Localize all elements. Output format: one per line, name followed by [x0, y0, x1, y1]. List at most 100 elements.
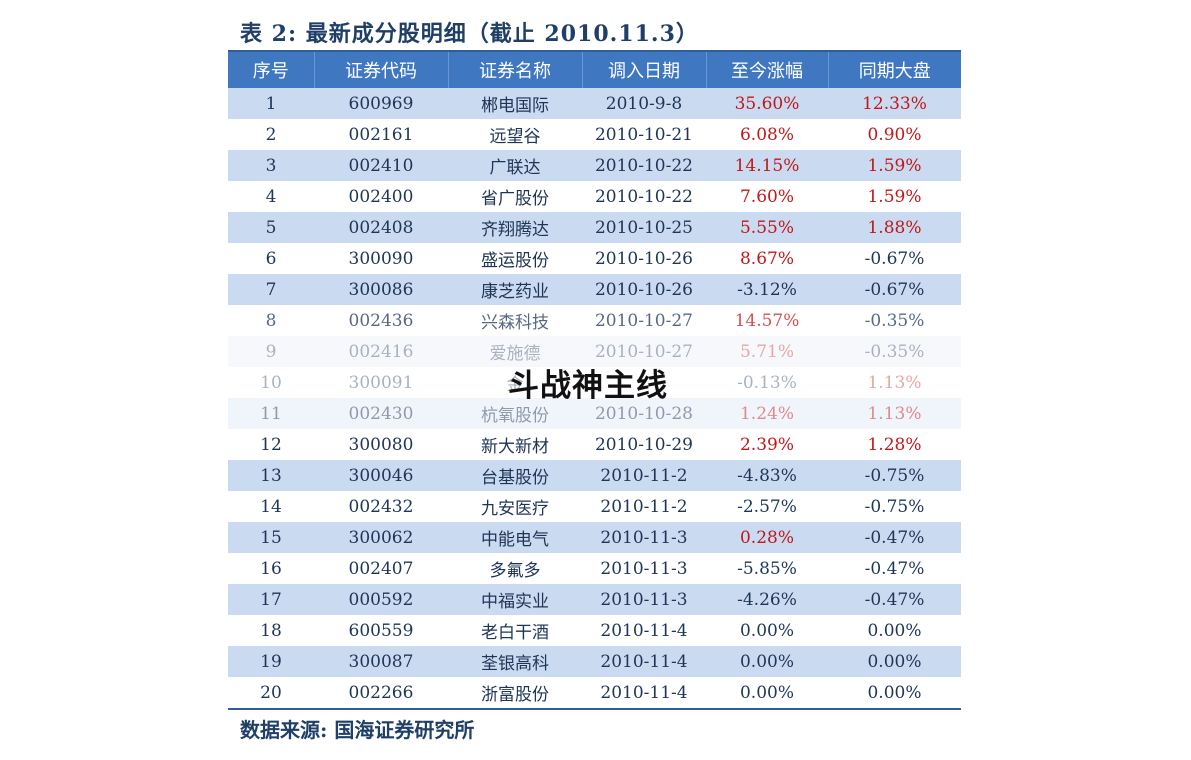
stock-name: 郴电国际	[448, 88, 582, 119]
data-source-note: 数据来源: 国海证券研究所	[240, 718, 475, 742]
stock-name: 远望谷	[489, 127, 541, 147]
market-change: 0.90%	[867, 124, 922, 145]
table-row: 9 002416 爱施德 2010-10-27 5.71% -0.35%	[228, 336, 961, 367]
market-change: 1.13%	[828, 398, 961, 429]
stock-name: 老白干酒	[481, 623, 549, 643]
table-row: 3 002410 广联达 2010-10-22 14.15% 1.59%	[228, 150, 961, 181]
table-row: 11 002430 杭氧股份 2010-10-28 1.24% 1.13%	[228, 398, 961, 429]
market-change: 12.33%	[828, 88, 961, 119]
stock-code: 002410	[314, 150, 448, 181]
gain-since-entry: 35.60%	[706, 88, 828, 119]
row-number: 18	[260, 620, 282, 641]
stock-code: 002400	[348, 186, 414, 207]
market-change: -0.67%	[864, 248, 925, 269]
row-number: 17	[228, 584, 314, 615]
stock-code: 300062	[314, 522, 448, 553]
market-change: -0.47%	[828, 584, 961, 615]
stock-code: 600969	[314, 88, 448, 119]
entry-date: 2010-11-3	[582, 522, 706, 553]
table-body: 1 600969 郴电国际 2010-9-8 35.60% 12.33% 2 002161 远望…	[228, 88, 961, 708]
gain-since-entry: 0.00%	[706, 646, 828, 677]
market-change: -0.75%	[828, 460, 961, 491]
stock-name: 兴森科技	[481, 313, 549, 333]
watermark-text: 斗战神主线	[508, 368, 668, 404]
table-row: 7 300086 康芝药业 2010-10-26 -3.12% -0.67%	[228, 274, 961, 305]
gain-since-entry: 7.60%	[739, 186, 794, 207]
row-number: 6	[265, 248, 277, 269]
entry-date: 2010-10-27	[594, 310, 693, 331]
gain-since-entry: 5.71%	[706, 336, 828, 367]
entry-date: 2010-11-3	[600, 558, 688, 579]
row-number: 9	[228, 336, 314, 367]
stock-code: 600559	[348, 620, 414, 641]
entry-date: 2010-11-3	[582, 584, 706, 615]
entry-date: 2010-10-22	[594, 186, 693, 207]
stock-name: 中福实业	[448, 584, 582, 615]
stock-name: 中能电气	[448, 522, 582, 553]
market-change: 1.28%	[867, 434, 922, 455]
row-number: 5	[228, 212, 314, 243]
table-row: 10 300091 金 -0.13% 1.13%	[228, 367, 961, 398]
row-number: 12	[260, 434, 282, 455]
column-header-no: 序号	[228, 52, 315, 88]
table-header-row: 序号 证券代码 证券名称 调入日期 至今涨幅 同期大盘	[228, 52, 961, 88]
entry-date: 2010-10-29	[594, 434, 693, 455]
stock-code: 002407	[348, 558, 414, 579]
gain-since-entry: 0.00%	[739, 682, 794, 703]
entry-date: 2010-10-26	[594, 248, 693, 269]
row-number: 20	[260, 682, 282, 703]
market-change: -0.75%	[864, 496, 925, 517]
table-row: 15 300062 中能电气 2010-11-3 0.28% -0.47%	[228, 522, 961, 553]
entry-date: 2010-10-25	[582, 212, 706, 243]
stock-table-container: 序号 证券代码 证券名称 调入日期 至今涨幅 同期大盘 1 600969 郴电国际 2…	[228, 50, 961, 710]
row-number: 8	[265, 310, 277, 331]
stock-name: 台基股份	[448, 460, 582, 491]
row-number: 14	[260, 496, 282, 517]
stock-name: 多氟多	[489, 561, 541, 581]
entry-date: 2010-11-2	[600, 496, 688, 517]
table-row: 6 300090 盛运股份 2010-10-26 8.67% -0.67%	[228, 243, 961, 274]
stock-name: 广联达	[448, 150, 582, 181]
row-number: 3	[228, 150, 314, 181]
stock-name: 爱施德	[448, 336, 582, 367]
market-change: -0.47%	[864, 558, 925, 579]
stock-table: 序号 证券代码 证券名称 调入日期 至今涨幅 同期大盘 1 600969 郴电国际 2…	[228, 52, 961, 708]
column-header-market: 同期大盘	[828, 52, 961, 88]
market-change: 0.00%	[867, 620, 922, 641]
column-header-code: 证券代码	[314, 52, 449, 88]
row-number: 13	[228, 460, 314, 491]
table-row: 1 600969 郴电国际 2010-9-8 35.60% 12.33%	[228, 88, 961, 119]
stock-name: 新大新材	[481, 437, 549, 457]
market-change: 1.59%	[867, 186, 922, 207]
stock-name: 九安医疗	[481, 499, 549, 519]
entry-date: 2010-10-27	[582, 336, 706, 367]
stock-code: 002161	[348, 124, 414, 145]
column-header-date: 调入日期	[582, 52, 707, 88]
stock-code: 002408	[314, 212, 448, 243]
row-number: 11	[228, 398, 314, 429]
stock-name: 杭氧股份	[448, 398, 582, 429]
entry-date: 2010-10-22	[582, 150, 706, 181]
stock-code: 300080	[348, 434, 414, 455]
market-change: 0.00%	[828, 646, 961, 677]
gain-since-entry: 14.15%	[706, 150, 828, 181]
table-row: 19 300087 荃银高科 2010-11-4 0.00% 0.00%	[228, 646, 961, 677]
stock-code: 300091	[348, 372, 414, 393]
gain-since-entry: 2.39%	[739, 434, 794, 455]
entry-date: 2010-9-8	[582, 88, 706, 119]
table-row: 16 002407 多氟多 2010-11-3 -5.85% -0.47%	[228, 553, 961, 584]
row-number: 15	[228, 522, 314, 553]
stock-code: 300086	[314, 274, 448, 305]
gain-since-entry: -0.13%	[737, 372, 797, 393]
stock-name: 康芝药业	[448, 274, 582, 305]
gain-since-entry: -4.83%	[706, 460, 828, 491]
gain-since-entry: -2.57%	[737, 496, 797, 517]
stock-code: 002436	[348, 310, 414, 331]
stock-code: 300087	[314, 646, 448, 677]
entry-date: 2010-10-21	[594, 124, 693, 145]
market-change: -0.35%	[828, 336, 961, 367]
stock-code: 300090	[348, 248, 414, 269]
stock-code: 002266	[348, 682, 414, 703]
gain-since-entry: 5.55%	[706, 212, 828, 243]
table-row: 20 002266 浙富股份 2010-11-4 0.00% 0.00%	[228, 677, 961, 708]
